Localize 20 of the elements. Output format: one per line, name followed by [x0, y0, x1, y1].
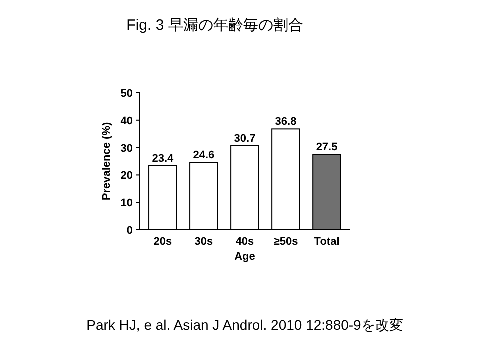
chart-title: Fig. 3 早漏の年齢毎の割合 [126, 17, 304, 34]
data-label: 24.6 [193, 150, 215, 162]
data-label: 27.5 [316, 142, 338, 154]
y-tick-label: 0 [126, 225, 133, 237]
x-tick-label: ≥50s [274, 236, 298, 248]
x-tick-label: 30s [194, 236, 214, 248]
text: Park HJ, e al. Asian J Androl. 2010 12:880-9を改変 [86, 317, 404, 333]
y-axis-title: Prevalence (%) [101, 122, 113, 201]
y-tick-label: 50 [120, 88, 133, 100]
y-tick-label: 10 [120, 198, 133, 210]
data-label: 36.8 [275, 116, 297, 128]
data-label: 30.7 [234, 132, 256, 145]
x-tick-label: 40s [236, 236, 254, 248]
x-tick-label: Total [314, 236, 340, 248]
y-tick-label: 30 [120, 142, 133, 155]
y-tick-label: 20 [120, 170, 133, 182]
y-tick-label: 40 [120, 115, 133, 128]
x-tick-label: 20s [154, 236, 172, 248]
data-label: 23.4 [152, 152, 175, 165]
x-axis-title: Age [234, 251, 256, 263]
